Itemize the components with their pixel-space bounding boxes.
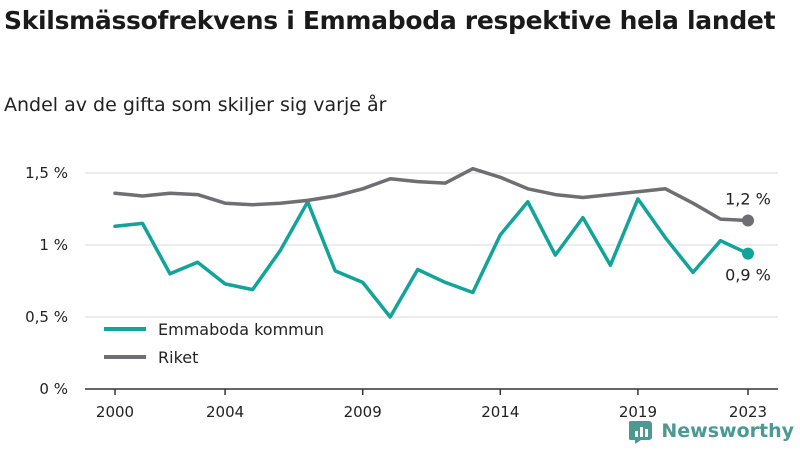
y-tick-label: 0,5 % — [25, 308, 68, 326]
newsworthy-logo-icon — [629, 421, 653, 444]
x-tick-label: 2004 — [206, 403, 244, 421]
x-tick-label: 2019 — [619, 403, 657, 421]
x-tick-label: 2009 — [344, 403, 382, 421]
legend-label: Riket — [158, 348, 198, 367]
series-line-emmaboda — [113, 197, 750, 319]
x-tick-label: 2000 — [96, 403, 134, 421]
y-tick-label: 0 % — [39, 380, 68, 398]
x-tick-label: 2023 — [729, 403, 767, 421]
y-tick-label: 1,5 % — [25, 164, 68, 182]
x-axis-ticks: 2000 2004 2009 2014 2019 2023 — [96, 389, 767, 421]
series-end-label: 1,2 % — [725, 190, 771, 209]
chart-subtitle: Andel av de gifta som skiljer sig varje … — [4, 94, 387, 116]
y-tick-label: 1 % — [39, 236, 68, 254]
brand-name: Newsworthy — [661, 420, 794, 442]
x-tick-label: 2014 — [481, 403, 519, 421]
series-end-label: 0,9 % — [725, 266, 771, 285]
series-end-point — [742, 214, 754, 227]
gridlines — [85, 172, 778, 318]
legend: Emmaboda kommun Riket — [104, 320, 324, 367]
series-lines: 0,9 % 1,2 % — [113, 166, 771, 319]
y-axis-ticks: 0 % 0,5 % 1 % 1,5 % — [25, 164, 68, 398]
series-end-point — [742, 247, 754, 260]
series-line-riket — [113, 166, 750, 223]
legend-label: Emmaboda kommun — [158, 320, 324, 339]
brand-logo: Newsworthy — [629, 418, 794, 444]
chart-title: Skilsmässofrekvens i Emmaboda respektive… — [4, 6, 776, 35]
